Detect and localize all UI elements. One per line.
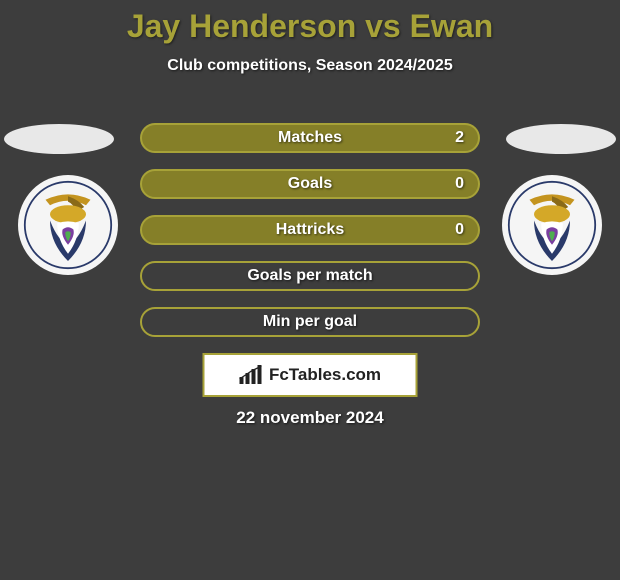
crest-svg-right [507, 180, 597, 270]
stat-bar-label: Goals [142, 175, 478, 193]
player-right-placeholder [506, 124, 616, 154]
chart-icon [239, 365, 265, 385]
date-label: 22 november 2024 [0, 408, 620, 428]
crest-svg-left [23, 180, 113, 270]
stat-bar: Min per goal [140, 307, 480, 337]
stat-bar-label: Hattricks [142, 221, 478, 239]
club-crest-left [18, 175, 118, 275]
player-left-placeholder [4, 124, 114, 154]
brand-badge: FcTables.com [203, 353, 418, 397]
stat-bar-value: 2 [455, 129, 464, 147]
club-crest-right [502, 175, 602, 275]
stat-bar: Hattricks0 [140, 215, 480, 245]
stat-bar-label: Matches [142, 129, 478, 147]
stat-bar: Goals0 [140, 169, 480, 199]
stat-bar-label: Goals per match [142, 267, 478, 285]
page-title: Jay Henderson vs Ewan [0, 0, 620, 45]
stat-bar-label: Min per goal [142, 313, 478, 331]
page-subtitle: Club competitions, Season 2024/2025 [0, 57, 620, 75]
stat-bars: Matches2Goals0Hattricks0Goals per matchM… [140, 123, 480, 353]
brand-text: FcTables.com [269, 365, 381, 385]
stat-bar-value: 0 [455, 175, 464, 193]
stat-bar-value: 0 [455, 221, 464, 239]
stat-bar: Matches2 [140, 123, 480, 153]
stat-bar: Goals per match [140, 261, 480, 291]
